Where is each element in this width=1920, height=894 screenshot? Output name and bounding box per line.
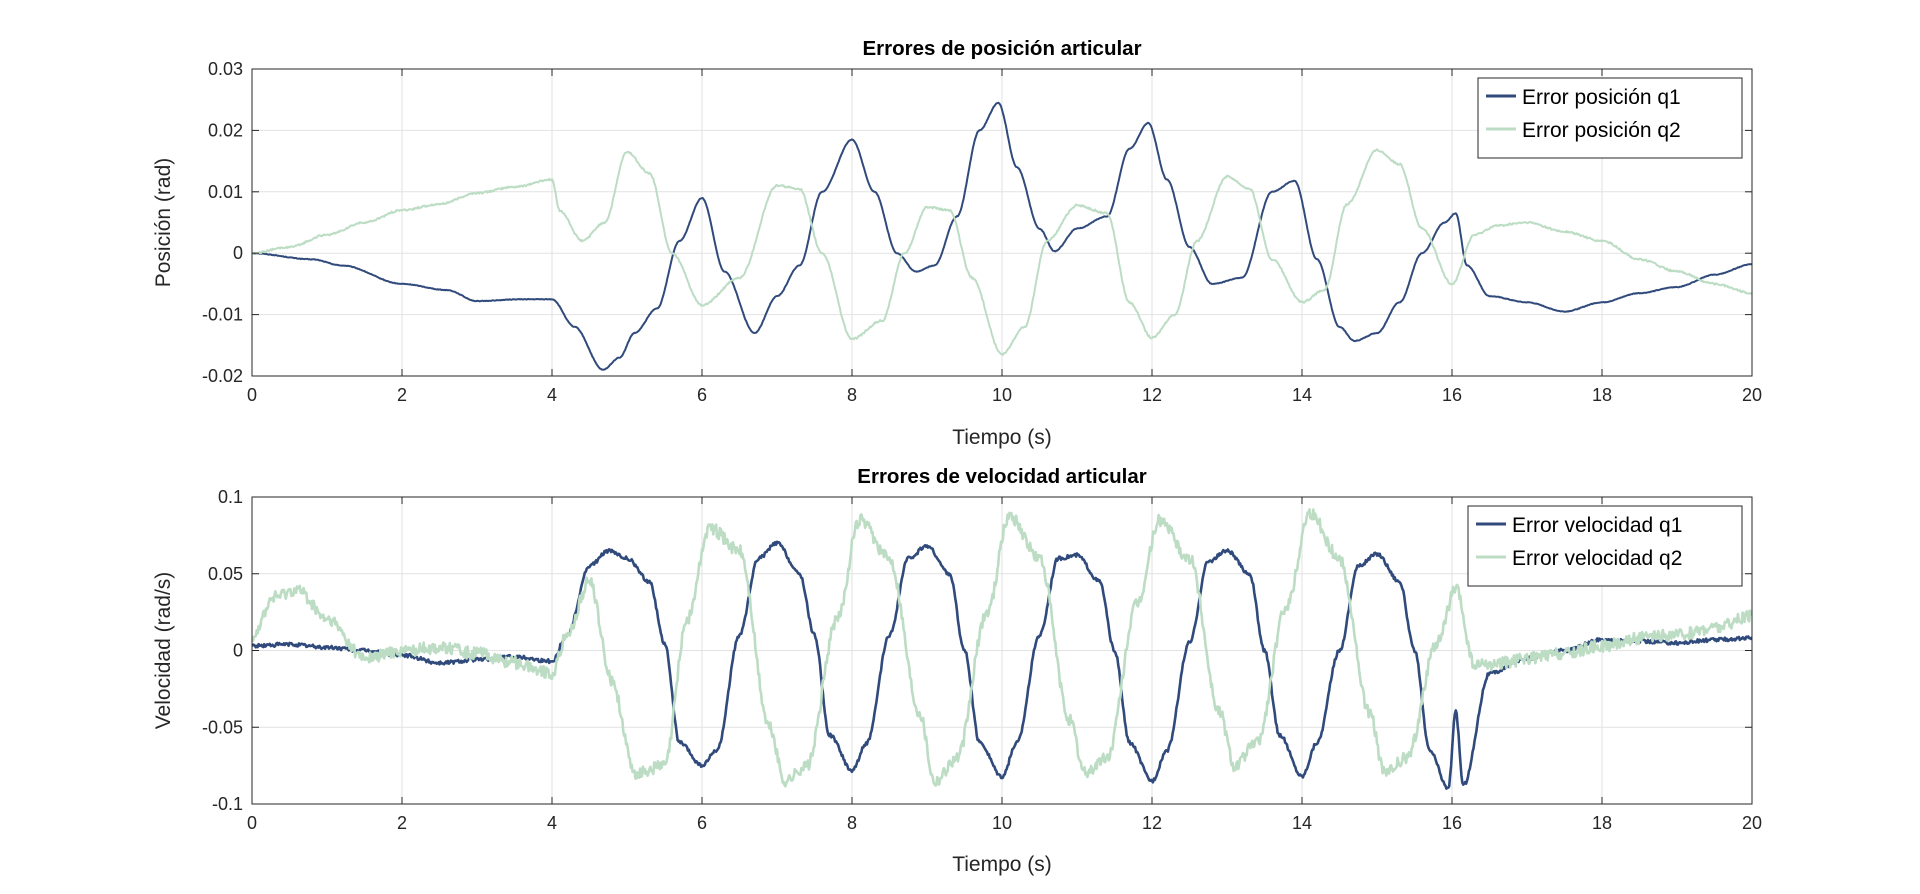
x-tick-label: 0 <box>247 813 257 833</box>
x-tick-label: 2 <box>397 385 407 405</box>
x-axis-label: Tiempo (s) <box>952 853 1052 876</box>
legend-box <box>1467 505 1743 587</box>
x-tick-label: 0 <box>247 385 257 405</box>
legend-box <box>1477 77 1743 159</box>
y-tick-label: 0.02 <box>208 120 243 140</box>
y-tick-label: -0.1 <box>212 794 243 814</box>
x-tick-label: 12 <box>1142 385 1162 405</box>
x-tick-label: 10 <box>992 813 1012 833</box>
x-tick-label: 10 <box>992 385 1012 405</box>
series-line-1 <box>252 101 1752 371</box>
x-tick-label: 16 <box>1442 813 1462 833</box>
x-tick-label: 2 <box>397 813 407 833</box>
x-tick-label: 20 <box>1742 385 1762 405</box>
series-line-2 <box>252 148 1752 356</box>
x-tick-label: 18 <box>1592 813 1612 833</box>
x-tick-label: 6 <box>697 385 707 405</box>
y-tick-label: 0 <box>233 641 243 661</box>
x-tick-label: 12 <box>1142 813 1162 833</box>
chart-2: 0 2 4 6 8 10 12 14 16 18 20 -0.1 -0.05 0 0.05 0.1 Errore… <box>152 465 1762 876</box>
y-tick-label: -0.02 <box>202 366 243 386</box>
legend-label-1: Error posición q1 <box>1522 86 1681 109</box>
x-axis-label: Tiempo (s) <box>952 426 1052 449</box>
x-tick-label: 14 <box>1292 385 1312 405</box>
y-tick-label: 0.03 <box>208 59 243 79</box>
y-tick-label: 0.1 <box>218 487 243 507</box>
x-tick-label: 8 <box>847 385 857 405</box>
y-tick-label: 0.05 <box>208 564 243 584</box>
legend-label-1: Error velocidad q1 <box>1512 514 1682 537</box>
x-tick-label: 14 <box>1292 813 1312 833</box>
x-tick-label: 16 <box>1442 385 1462 405</box>
chart-title: Errores de velocidad articular <box>857 465 1146 488</box>
legend: Error posición q1 Error posición q2 <box>1477 77 1743 159</box>
x-tick-label: 6 <box>697 813 707 833</box>
chart-1: 0 2 4 6 8 10 12 14 16 18 20 -0.02 -0.01 0 0.01 0.02 0.03… <box>152 37 1762 449</box>
y-axis-label: Posición (rad) <box>152 158 175 288</box>
x-tick-label: 4 <box>547 813 557 833</box>
x-tick-label: 20 <box>1742 813 1762 833</box>
chart-title: Errores de posición articular <box>862 37 1141 60</box>
y-tick-label: -0.01 <box>202 305 243 325</box>
y-tick-label: 0 <box>233 243 243 263</box>
y-tick-label: 0.01 <box>208 182 243 202</box>
legend: Error velocidad q1 Error velocidad q2 <box>1467 505 1743 587</box>
y-axis-label: Velocidad (rad/s) <box>152 572 175 730</box>
legend-label-2: Error velocidad q2 <box>1512 547 1682 570</box>
x-tick-label: 4 <box>547 385 557 405</box>
x-tick-label: 18 <box>1592 385 1612 405</box>
legend-label-2: Error posición q2 <box>1522 119 1681 142</box>
y-tick-label: -0.05 <box>202 717 243 737</box>
series-line-2 <box>252 508 1752 788</box>
x-tick-label: 8 <box>847 813 857 833</box>
